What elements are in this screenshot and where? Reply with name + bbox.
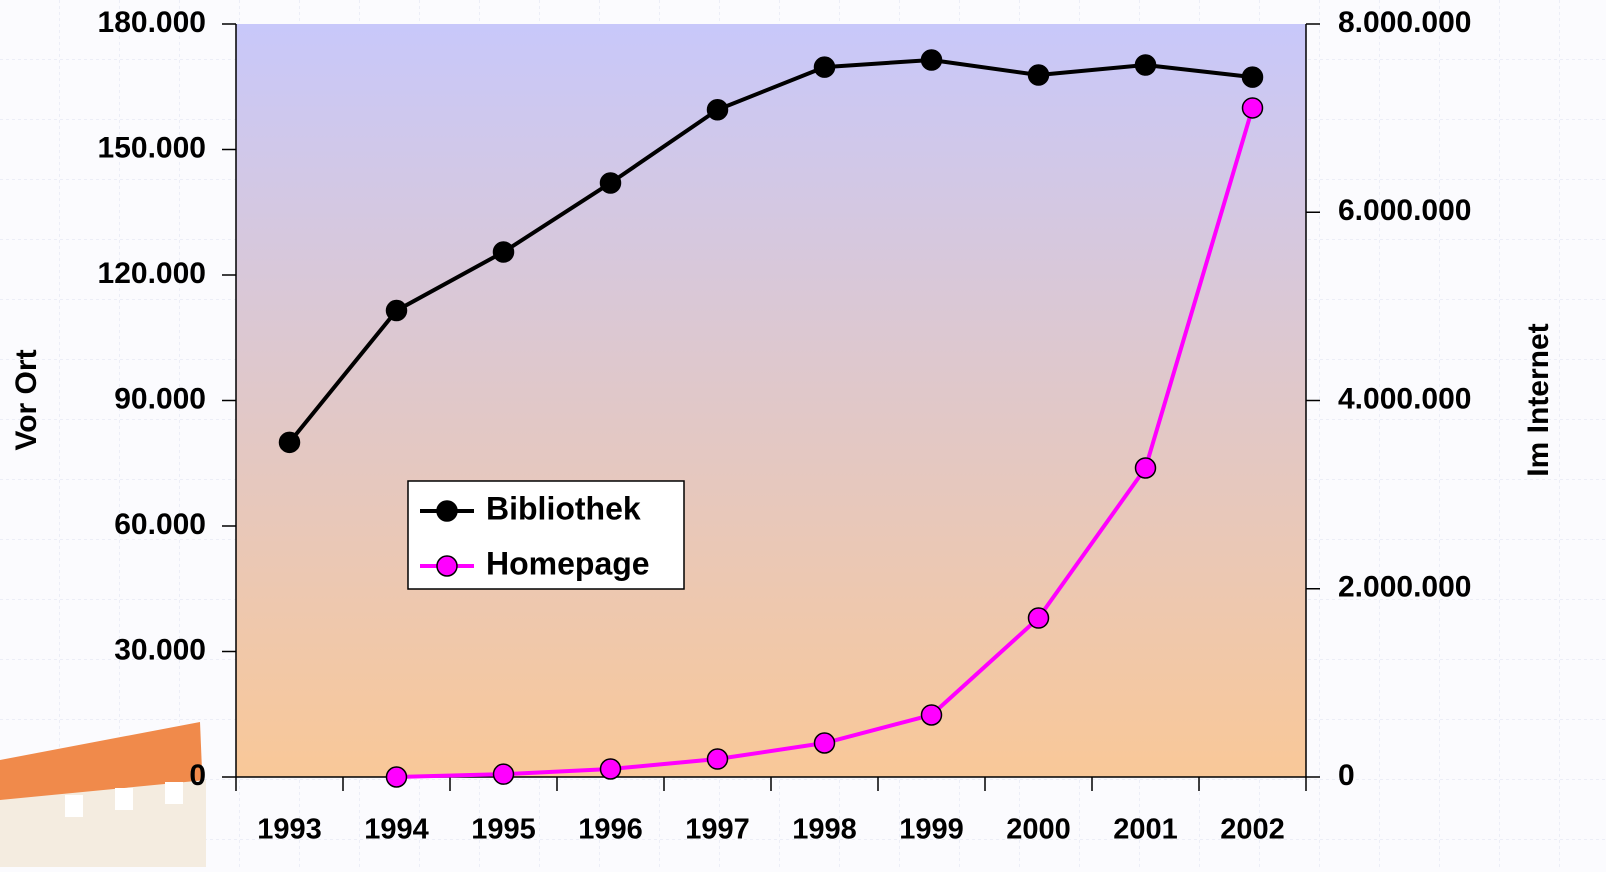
y-tick-label: 120.000 [98, 257, 206, 290]
y2-tick-label: 4.000.000 [1338, 382, 1471, 415]
data-point [920, 704, 943, 726]
house-decoration [0, 722, 206, 867]
plot-area [236, 24, 1306, 777]
x-tick-label: 2002 [1220, 814, 1285, 846]
data-point [599, 172, 622, 194]
x-tick-label: 1994 [364, 814, 429, 846]
data-point [1027, 64, 1050, 86]
y-tick-label: 180.000 [98, 6, 206, 39]
data-point [1027, 607, 1050, 629]
data-point [599, 758, 622, 780]
data-point [1241, 97, 1264, 119]
legend-label: Homepage [486, 545, 650, 581]
y-tick-label: 30.000 [114, 633, 206, 666]
x-tick-label: 1995 [471, 814, 536, 846]
x-tick-label: 1996 [578, 814, 643, 846]
y2-tick-label: 6.000.000 [1338, 194, 1471, 227]
data-point [1134, 54, 1157, 76]
data-point [813, 732, 836, 754]
data-point [492, 763, 515, 785]
y-tick-label: 60.000 [114, 508, 206, 541]
y-tick-label: 150.000 [98, 131, 206, 164]
x-tick-label: 2000 [1006, 814, 1071, 846]
x-tick-label: 1997 [685, 814, 750, 846]
y2-tick-label: 8.000.000 [1338, 6, 1471, 39]
series-line [287, 57, 1253, 444]
data-point [278, 431, 301, 454]
data-point [920, 49, 943, 71]
y-axis-title: Vor Ort [10, 349, 43, 450]
y2-tick-label: 0 [1338, 759, 1355, 792]
data-point [706, 99, 729, 121]
y-tick-label: 0 [189, 759, 206, 792]
legend-marker [436, 500, 458, 522]
y-tick-label: 90.000 [114, 382, 206, 415]
data-point [706, 748, 729, 770]
legend: Bibliothek Homepage [407, 480, 685, 590]
data-point [813, 56, 836, 78]
x-tick-label: 2001 [1113, 814, 1178, 846]
data-point [1241, 66, 1264, 88]
x-tick-label: 1998 [792, 814, 857, 846]
legend-marker [436, 555, 458, 577]
y2-axis-title: Im Internet [1522, 323, 1555, 476]
data-point [1134, 457, 1157, 479]
y2-tick-label: 2.000.000 [1338, 571, 1471, 604]
data-point [385, 766, 408, 788]
data-point [492, 241, 515, 263]
legend-label: Bibliothek [486, 490, 641, 526]
data-point [385, 299, 408, 322]
x-tick-label: 1999 [899, 814, 964, 846]
x-tick-label: 1993 [257, 814, 322, 846]
